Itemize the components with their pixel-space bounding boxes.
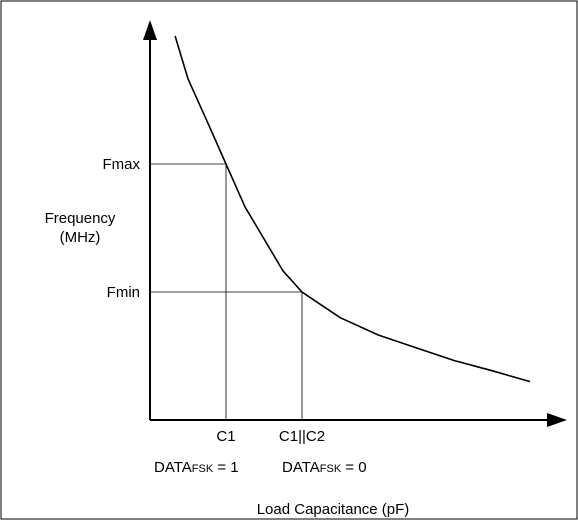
x-tick-label-c1-c2: C1||C2 <box>279 428 325 445</box>
annotation-data-fsk-0-sub: FSK <box>320 463 342 475</box>
y-axis-label-line-1: Frequency <box>45 210 116 227</box>
x-axis-label: Load Capacitance (pF) <box>257 501 410 518</box>
x-tick-label-c1: C1 <box>216 428 235 445</box>
y-axis-arrow <box>143 20 157 40</box>
annotation-data-fsk-1-main: DATA <box>154 459 192 476</box>
y-tick-label-fmax: Fmax <box>103 156 141 173</box>
annotation-data-fsk-1: DATAFSK = 1 <box>154 459 239 476</box>
annotation-data-fsk-1-value: = 1 <box>213 459 238 476</box>
y-tick-label-fmin: Fmin <box>107 284 140 301</box>
y-axis-label-line-2: (MHz) <box>60 229 101 246</box>
annotation-data-fsk-1-sub: FSK <box>192 463 214 475</box>
annotation-data-fsk-0: DATAFSK = 0 <box>282 459 367 476</box>
x-axis-arrow <box>547 413 567 427</box>
series-line <box>174 35 531 383</box>
annotation-data-fsk-0-value: = 0 <box>341 459 366 476</box>
annotation-data-fsk-0-main: DATA <box>282 459 320 476</box>
